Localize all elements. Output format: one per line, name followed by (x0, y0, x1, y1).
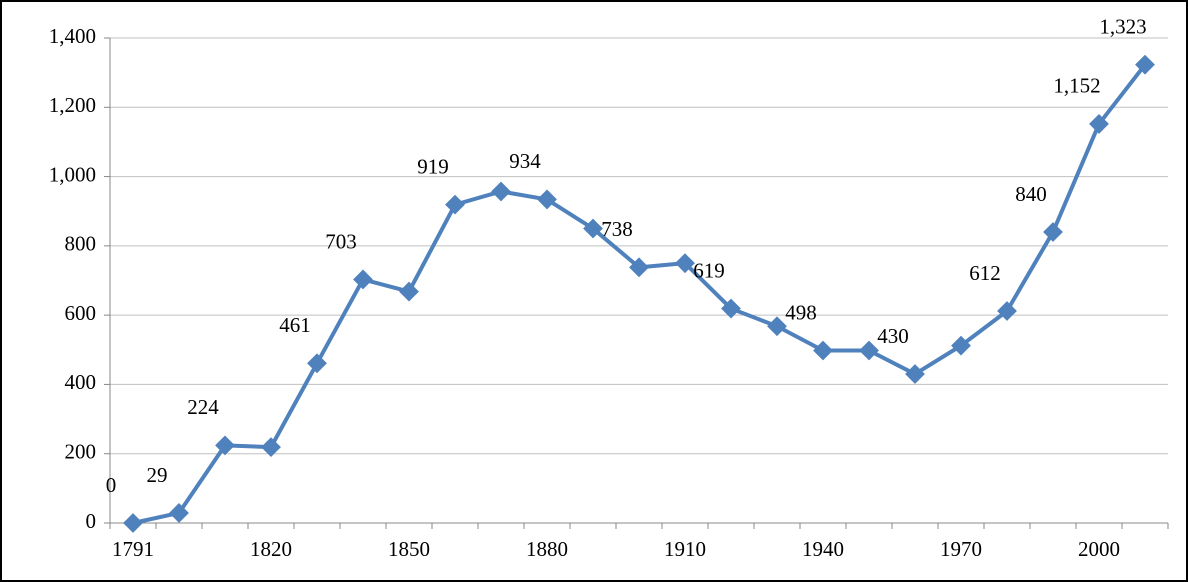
marker (307, 353, 327, 374)
y-tick-label: 1,200 (49, 93, 96, 117)
x-tick-label: 1910 (664, 537, 706, 561)
marker (169, 503, 189, 523)
y-tick-label: 800 (65, 232, 97, 256)
marker (215, 435, 235, 456)
x-tick-label: 1820 (250, 537, 292, 561)
y-tick-label: 200 (65, 440, 97, 464)
x-tick-label: 1940 (802, 537, 844, 561)
marker (1089, 114, 1109, 134)
marker (353, 269, 373, 290)
data-label: 461 (279, 313, 311, 337)
data-label: 1,152 (1053, 74, 1100, 98)
marker (905, 364, 925, 384)
data-label: 498 (785, 300, 817, 324)
marker (675, 253, 695, 274)
y-tick-label: 0 (86, 509, 97, 533)
data-label: 619 (693, 258, 725, 282)
marker (399, 281, 419, 302)
data-label: 29 (147, 463, 168, 487)
data-label: 919 (417, 154, 449, 178)
x-tick-label: 2000 (1078, 537, 1120, 561)
marker (951, 335, 971, 356)
marker (445, 194, 465, 215)
marker (721, 298, 741, 319)
data-label: 430 (877, 324, 909, 348)
data-label: 934 (509, 149, 541, 173)
marker (859, 340, 879, 361)
x-tick-label: 1850 (388, 537, 430, 561)
data-label: 224 (187, 395, 219, 419)
marker (261, 437, 281, 458)
data-label: 840 (1015, 182, 1047, 206)
data-label: 612 (969, 261, 1001, 285)
marker (997, 301, 1017, 321)
y-tick-label: 1,400 (49, 24, 96, 48)
marker (1135, 54, 1155, 75)
x-tick-label: 1791 (112, 537, 154, 561)
marker (813, 340, 833, 361)
data-label: 0 (106, 473, 117, 497)
marker (491, 181, 511, 202)
x-tick-label: 1970 (940, 537, 982, 561)
marker (767, 316, 787, 337)
y-tick-label: 600 (65, 301, 97, 325)
data-label: 703 (325, 229, 357, 253)
marker (1043, 222, 1063, 242)
y-tick-label: 400 (65, 370, 97, 394)
data-label: 738 (601, 217, 633, 241)
marker (629, 257, 649, 278)
x-tick-label: 1880 (526, 537, 568, 561)
data-label: 1,323 (1099, 14, 1146, 38)
y-tick-label: 1,000 (49, 162, 96, 186)
